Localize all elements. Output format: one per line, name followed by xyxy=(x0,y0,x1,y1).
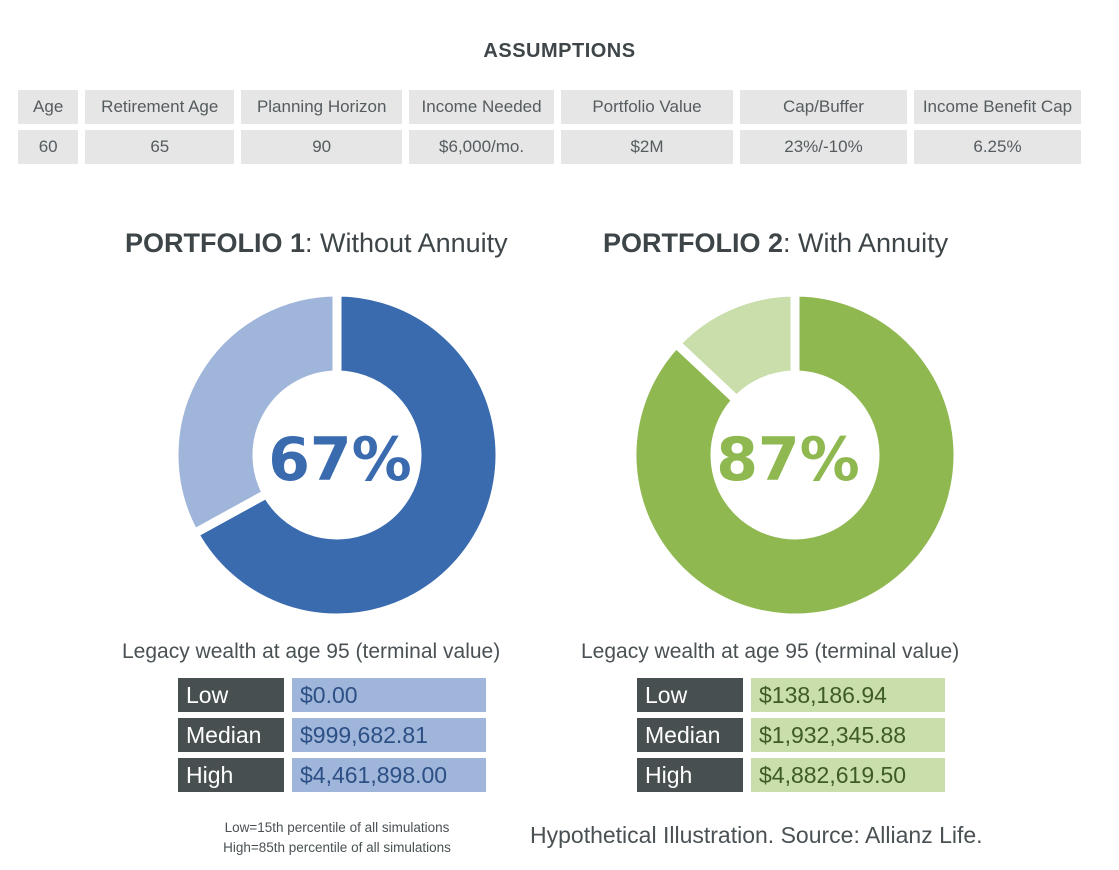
legacy-label-high: High xyxy=(178,758,284,792)
portfolio-2-title-rest: : With Annuity xyxy=(783,228,949,258)
value-cap-buffer: 23%/-10% xyxy=(739,130,907,164)
table-row: Low $0.00 xyxy=(178,678,486,712)
value-income-benefit-cap: 6.25% xyxy=(913,130,1081,164)
portfolio-1-title-rest: : Without Annuity xyxy=(305,228,508,258)
header-portfolio-value: Portfolio Value xyxy=(560,90,733,124)
portfolio-1-title: PORTFOLIO 1: Without Annuity xyxy=(125,228,508,259)
value-retirement-age: 65 xyxy=(85,130,235,164)
legacy-value-median: $1,932,345.88 xyxy=(751,718,945,752)
header-planning-horizon: Planning Horizon xyxy=(241,90,403,124)
value-age: 60 xyxy=(18,130,79,164)
portfolio-2-title: PORTFOLIO 2: With Annuity xyxy=(603,228,948,259)
legacy-label-low: Low xyxy=(637,678,743,712)
footnote-high: High=85th percentile of all simulations xyxy=(223,840,451,855)
header-age: Age xyxy=(18,90,79,124)
source-note: Hypothetical Illustration. Source: Allia… xyxy=(530,822,983,848)
header-cap-buffer: Cap/Buffer xyxy=(739,90,907,124)
donut-slice-success xyxy=(627,287,963,623)
legacy-value-high: $4,461,898.00 xyxy=(292,758,486,792)
legacy-label-low: Low xyxy=(178,678,284,712)
legacy-value-low: $138,186.94 xyxy=(751,678,945,712)
portfolio-2-slices xyxy=(627,287,963,623)
value-planning-horizon: 90 xyxy=(241,130,403,164)
portfolio-2-legacy-title: Legacy wealth at age 95 (terminal value) xyxy=(581,640,960,663)
portfolio-1-legacy-title: Legacy wealth at age 95 (terminal value) xyxy=(122,640,501,663)
header-income-benefit-cap: Income Benefit Cap xyxy=(913,90,1081,124)
assumptions-value-row: 60 65 90 $6,000/mo. $2M 23%/-10% 6.25% xyxy=(18,130,1081,164)
legacy-label-median: Median xyxy=(178,718,284,752)
table-row: Median $999,682.81 xyxy=(178,718,486,752)
legacy-label-high: High xyxy=(637,758,743,792)
legacy-value-low: $0.00 xyxy=(292,678,486,712)
header-retirement-age: Retirement Age xyxy=(85,90,235,124)
table-row: High $4,461,898.00 xyxy=(178,758,486,792)
portfolio-2-legacy-table: Low $138,186.94 Median $1,932,345.88 Hig… xyxy=(637,672,945,798)
header-income-needed: Income Needed xyxy=(409,90,554,124)
value-income-needed: $6,000/mo. xyxy=(409,130,554,164)
portfolio-1-donut-chart: 67% xyxy=(169,287,505,623)
portfolio-1-success-label: 67% xyxy=(268,425,412,495)
assumptions-header-row: Age Retirement Age Planning Horizon Inco… xyxy=(18,90,1081,124)
percentile-footnote: Low=15th percentile of all simulations H… xyxy=(192,818,482,858)
portfolio-2-donut-chart: 87% xyxy=(627,287,963,623)
portfolio-1-slices xyxy=(169,287,505,623)
portfolio-2-title-bold: PORTFOLIO 2 xyxy=(603,228,784,258)
legacy-label-median: Median xyxy=(637,718,743,752)
donut-slice-remainder xyxy=(169,287,342,540)
portfolio-1-legacy-table: Low $0.00 Median $999,682.81 High $4,461… xyxy=(178,672,486,798)
portfolio-2-success-label: 87% xyxy=(716,425,860,495)
portfolio-1-title-bold: PORTFOLIO 1 xyxy=(125,228,306,258)
donut-slice-remainder xyxy=(669,287,800,407)
legacy-value-median: $999,682.81 xyxy=(292,718,486,752)
assumptions-title: ASSUMPTIONS xyxy=(483,40,636,62)
value-portfolio-value: $2M xyxy=(560,130,733,164)
table-row: Median $1,932,345.88 xyxy=(637,718,945,752)
table-row: High $4,882,619.50 xyxy=(637,758,945,792)
table-row: Low $138,186.94 xyxy=(637,678,945,712)
assumptions-table: Age Retirement Age Planning Horizon Inco… xyxy=(11,84,1088,170)
donut-slice-success xyxy=(188,287,505,623)
legacy-value-high: $4,882,619.50 xyxy=(751,758,945,792)
footnote-low: Low=15th percentile of all simulations xyxy=(224,820,450,835)
